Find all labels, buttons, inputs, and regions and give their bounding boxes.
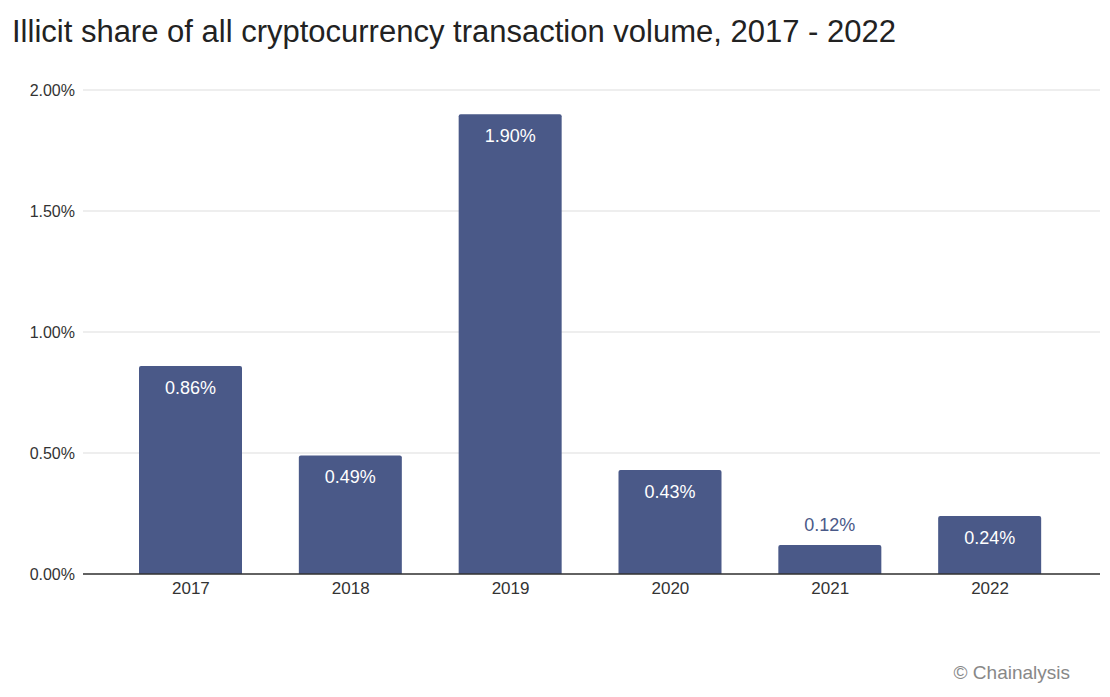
svg-text:2019: 2019 — [492, 579, 530, 598]
svg-text:0.86%: 0.86% — [165, 378, 216, 398]
svg-text:0.43%: 0.43% — [644, 482, 695, 502]
svg-text:2021: 2021 — [811, 579, 849, 598]
svg-text:1.00%: 1.00% — [30, 324, 75, 341]
svg-text:2.00%: 2.00% — [30, 82, 75, 99]
html-text:Illicit share of all cryptocur: Illicit share of all cryptocurrency tran… — [12, 14, 896, 49]
svg-text:0.00%: 0.00% — [30, 566, 75, 583]
svg-text:2018: 2018 — [332, 579, 370, 598]
svg-text:2017: 2017 — [172, 579, 210, 598]
html-text:© Chainalysis: © Chainalysis — [953, 662, 1070, 683]
svg-text:0.24%: 0.24% — [964, 528, 1015, 548]
svg-text:2022: 2022 — [971, 579, 1009, 598]
svg-text:1.90%: 1.90% — [485, 126, 536, 146]
svg-text:0.12%: 0.12% — [804, 515, 855, 535]
svg-text:0.49%: 0.49% — [325, 467, 376, 487]
svg-text:0.50%: 0.50% — [30, 445, 75, 462]
svg-text:1.50%: 1.50% — [30, 203, 75, 220]
svg-text:2020: 2020 — [652, 579, 690, 598]
